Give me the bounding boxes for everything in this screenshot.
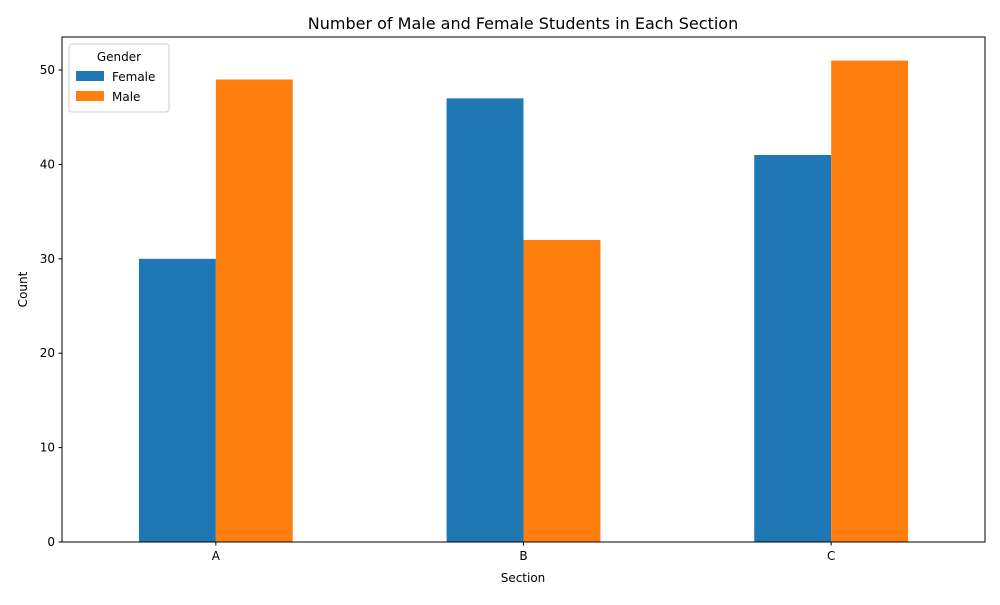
bar-female-b xyxy=(446,98,524,543)
bar-female-a xyxy=(138,258,216,542)
y-tick-label: 20 xyxy=(40,346,55,360)
plot-frame xyxy=(61,36,986,543)
y-tick-label: 30 xyxy=(40,252,55,266)
legend-swatch-male xyxy=(76,91,104,101)
bars-layer xyxy=(138,60,909,543)
legend: Gender Female Male xyxy=(68,43,170,113)
legend-label-male: Male xyxy=(112,90,140,104)
bar-female-c xyxy=(754,154,832,543)
y-axis-label: Count xyxy=(16,271,30,307)
legend-title: Gender xyxy=(97,50,141,64)
y-tick-label: 50 xyxy=(40,63,55,77)
y-tick-label: 40 xyxy=(40,157,55,171)
bar-male-b xyxy=(523,239,601,542)
legend-label-female: Female xyxy=(112,70,155,84)
chart-title: Number of Male and Female Students in Ea… xyxy=(308,14,738,33)
y-tick-label: 0 xyxy=(47,535,55,549)
x-tick-label: A xyxy=(212,549,221,563)
x-axis: A B C xyxy=(212,542,835,563)
y-tick-label: 10 xyxy=(40,441,55,455)
x-tick-label: B xyxy=(519,549,527,563)
x-tick-label: C xyxy=(827,549,835,563)
bar-male-a xyxy=(215,79,293,542)
y-axis: 0 10 20 30 40 50 xyxy=(40,63,62,549)
legend-swatch-female xyxy=(76,71,104,81)
bar-male-c xyxy=(831,60,909,542)
x-axis-label: Section xyxy=(501,571,546,585)
